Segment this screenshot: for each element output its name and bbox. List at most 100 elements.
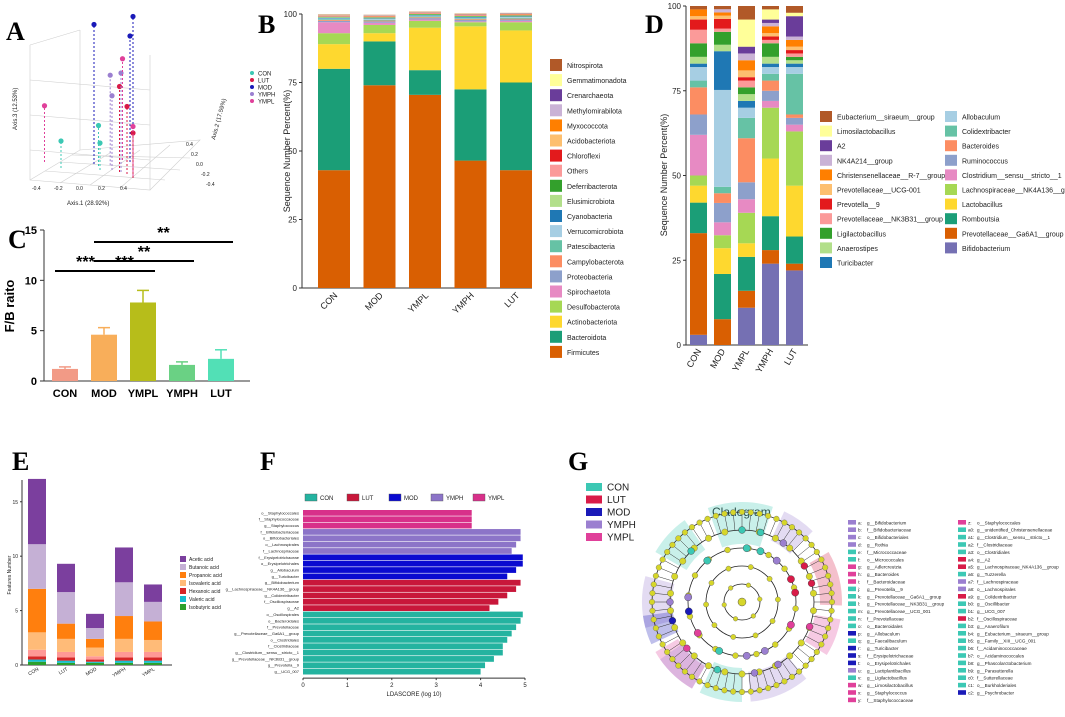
g-leaf-node — [781, 519, 788, 526]
f-lda-bar — [303, 541, 517, 548]
d-bar-segment — [690, 43, 707, 57]
pcoa-point-mod — [130, 13, 136, 20]
b-y-tick-label: 75 — [288, 79, 297, 88]
e-legend-label: Isobutyric acid — [189, 605, 221, 611]
g-tree-branch — [691, 527, 703, 543]
d-bar-segment — [762, 6, 779, 10]
g-key-taxon: g__A2 — [977, 557, 991, 562]
f-taxon-label: g__Allobaculum — [271, 567, 300, 572]
b-legend-label: Verrucomicrobiota — [567, 229, 624, 236]
g-internal-node — [690, 652, 698, 660]
f-lda-bar — [303, 643, 503, 650]
e-x-tick-label: YMPH — [111, 666, 127, 679]
f-x-tick-label: 0 — [301, 683, 305, 689]
e-x-tick-label: MOD — [85, 666, 98, 677]
pcoa-legend-label: CON — [258, 72, 271, 78]
d-x-tick-label: YMPL — [730, 347, 751, 373]
g-key-code: b3: — [968, 624, 974, 629]
g-key-taxon: g__Parasutterella — [977, 668, 1013, 673]
d-bar-segment — [786, 56, 803, 61]
g-leaf-node — [696, 678, 703, 685]
g-tree-branch — [715, 670, 722, 689]
g-key-swatch — [848, 586, 856, 592]
d-bar-segment — [738, 307, 755, 345]
e-bar-segment — [144, 621, 162, 640]
b-bar-segment — [454, 15, 487, 16]
f-legend-swatch-lut — [346, 493, 360, 502]
b-bar-segment — [318, 22, 350, 34]
d-bar-segment — [714, 15, 731, 19]
g-key-code: y: — [858, 698, 862, 703]
g-key-swatch — [958, 690, 966, 695]
c-significance-stars: *** — [76, 254, 95, 271]
f-taxon-label: g__Colidextribacter — [265, 593, 300, 598]
panel-g-letter: G — [568, 447, 588, 476]
panel-e-letter: E — [12, 447, 29, 476]
e-legend-swatch — [180, 564, 186, 570]
e-bar-segment — [86, 656, 104, 660]
g-key-swatch — [848, 564, 856, 569]
c-significance-stars: *** — [115, 254, 134, 271]
b-bar-segment — [409, 27, 441, 71]
pcoa-legend-label: LUT — [258, 79, 270, 85]
d-legend-label: Prevotellaceae__NK3B31__group — [837, 217, 943, 224]
f-lda-bar — [303, 668, 481, 675]
e-bar-segment — [144, 662, 162, 665]
g-key-swatch — [958, 675, 966, 680]
b-legend-label: Proteobacteria — [567, 274, 613, 281]
b-bar-segment — [454, 17, 487, 19]
g-key-swatch — [958, 638, 966, 643]
g-key-taxon: f__Erysipelotrichaceae — [867, 654, 914, 659]
g-key-code: h: — [858, 572, 862, 577]
f-taxon-label: o__Clostridiales — [271, 637, 299, 642]
e-bar-segment — [115, 660, 133, 663]
g-leaf-node — [813, 649, 820, 656]
g-key-code: c: — [858, 535, 862, 540]
g-key-taxon: o__Bifidobacteriales — [867, 535, 909, 540]
g-tree-branch — [653, 615, 672, 620]
g-key-taxon: g__Lactiplantibacillus — [867, 668, 911, 673]
d-bar-segment — [786, 39, 803, 47]
b-bar-segment — [454, 18, 487, 20]
g-leaf-node — [765, 685, 772, 692]
g-key-taxon: g__Prevotellaceae__UCG_001 — [867, 609, 931, 614]
c-bar-mod — [91, 334, 117, 381]
d-legend-swatch — [820, 213, 832, 225]
g-key-swatch — [958, 608, 966, 614]
g-significant-node-ympl — [693, 629, 702, 637]
g-significant-node-lut — [800, 562, 808, 570]
e-bar-segment — [86, 662, 104, 665]
f-lda-bar — [303, 630, 512, 637]
g-internal-node — [725, 565, 732, 572]
d-y-axis-title: Sequence Number Percent(%) — [659, 114, 669, 237]
b-bar-segment — [409, 17, 441, 19]
d-legend-label: Ruminococcus — [962, 158, 1008, 165]
e-legend-label: Butanoic acid — [189, 565, 219, 571]
d-bar-segment — [690, 63, 707, 68]
g-leaf-node — [655, 564, 662, 571]
d-y-tick-label: 25 — [672, 256, 681, 265]
g-leaf-node — [652, 572, 659, 579]
g-key-code: q: — [858, 639, 862, 644]
d-bar-segment — [762, 19, 779, 23]
b-bar-segment — [363, 24, 396, 34]
d-legend-swatch — [820, 169, 832, 181]
g-key-swatch — [958, 601, 966, 606]
b-legend-label: Firmicutes — [567, 350, 600, 357]
b-legend-label: Methylomirabilota — [567, 108, 622, 115]
f-taxon-label: g__Prevotella__9 — [268, 663, 300, 668]
pcoa-x-tick: 0.2 — [98, 186, 105, 192]
d-bar-segment — [786, 263, 803, 271]
g-key-swatch — [848, 542, 856, 547]
f-lda-bar — [303, 592, 508, 599]
g-leaf-node — [789, 673, 796, 680]
g-internal-node — [765, 551, 772, 559]
b-bar-segment — [500, 20, 532, 23]
d-bar-segment — [786, 185, 803, 237]
g-significant-node-mod — [668, 617, 677, 625]
e-bar-segment — [28, 661, 46, 665]
g-leaf-node — [649, 599, 656, 606]
f-x-tick-label: 4 — [479, 683, 483, 689]
